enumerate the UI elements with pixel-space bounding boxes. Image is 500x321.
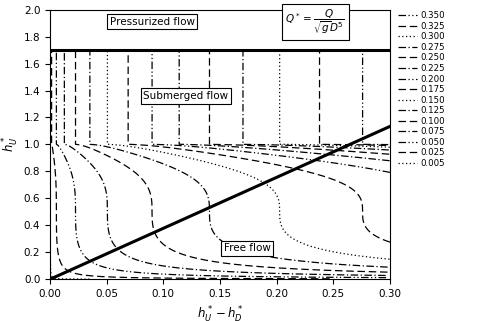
Text: Free flow: Free flow	[224, 243, 270, 253]
Text: Submerged flow: Submerged flow	[144, 91, 228, 101]
Y-axis label: $h_U^*$: $h_U^*$	[1, 136, 21, 152]
X-axis label: $h_U^*-h_D^*$: $h_U^*-h_D^*$	[196, 305, 244, 321]
Legend: 0.350, 0.325, 0.300, 0.275, 0.250, 0.225, 0.200, 0.175, 0.150, 0.125, 0.100, 0.0: 0.350, 0.325, 0.300, 0.275, 0.250, 0.225…	[398, 11, 444, 168]
Text: Pressurized flow: Pressurized flow	[110, 17, 194, 27]
Text: $Q^* = \dfrac{Q}{\sqrt{g}D^5}$: $Q^* = \dfrac{Q}{\sqrt{g}D^5}$	[286, 7, 345, 36]
